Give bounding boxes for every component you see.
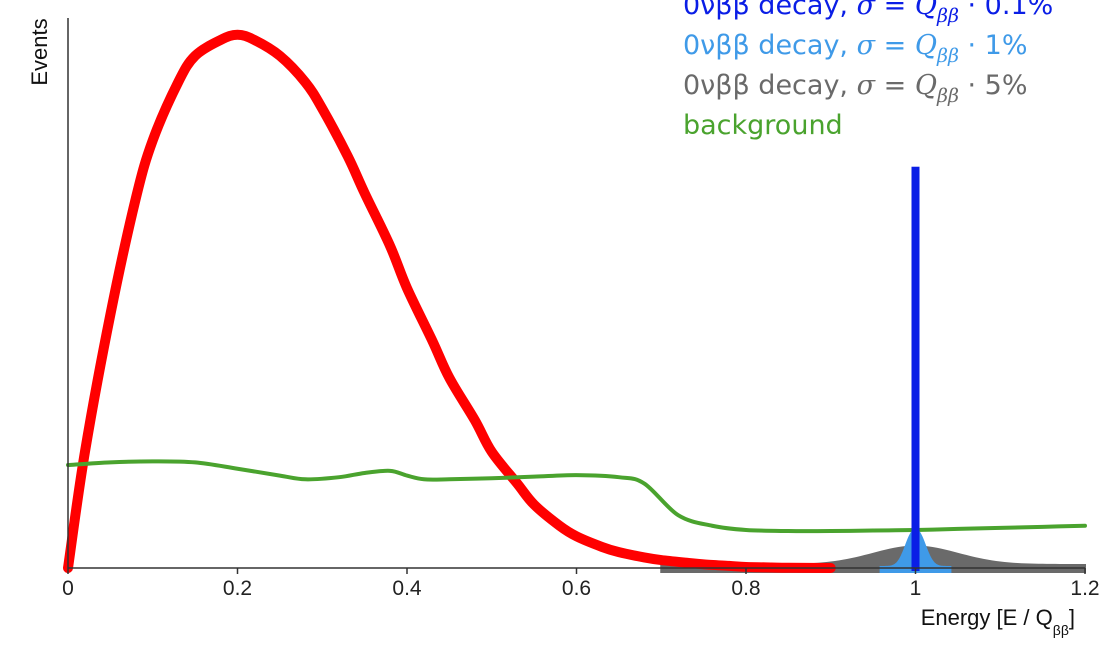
legend-entry: 0νββ decay, σ = Qββ · 1% [683,30,1028,67]
axes-layer: 0 0.2 0.4 0.6 0.8 1 1.2 Energy [E / Qββ] Events [27,18,1100,638]
legend-entry: background [683,110,843,141]
series-layer [63,29,1087,573]
y-axis-label: Events [27,18,52,85]
x-tick-label: 0.8 [731,577,760,600]
x-tick-label: 0.6 [562,577,591,600]
x-tick-label: 0.2 [223,577,252,600]
series-2nbb [63,29,836,573]
x-axis-label: Energy [E / Qββ] [921,605,1075,638]
legend: 0νββ decay, σ = Qββ · 0.1% 0νββ decay, σ … [683,0,1053,141]
x-tick-label: 0 [62,577,74,600]
legend-entry: 0νββ decay, σ = Qββ · 5% [683,70,1028,107]
series-0nbb-0p1pct [911,166,920,571]
legend-entry: 0νββ decay, σ = Qββ · 0.1% [683,0,1053,27]
x-tick-label: 1 [910,577,922,600]
x-tick-label: 1.2 [1070,577,1099,600]
series-background [66,459,1087,534]
x-tick-label: 0.4 [392,577,422,600]
